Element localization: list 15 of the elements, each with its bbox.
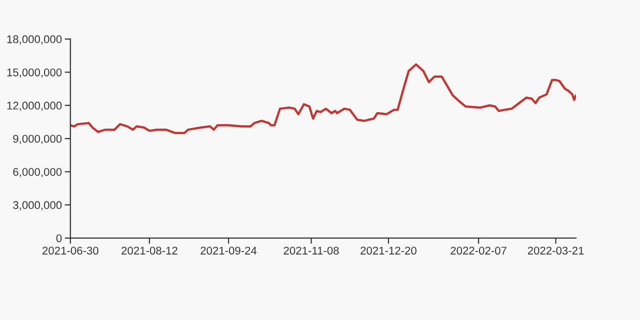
y-tick-label: 0: [56, 234, 62, 242]
x-tick-label: 2021-12-20: [360, 246, 416, 255]
y-tick-label: 12,000,000: [7, 102, 62, 111]
y-tick-label: 3,000,000: [13, 201, 62, 210]
y-tick-label: 18,000,000: [7, 35, 62, 44]
x-tick-label: 2021-08-12: [122, 246, 178, 255]
y-tick-label: 15,000,000: [7, 68, 62, 78]
x-tick-label: 2022-03-21: [528, 246, 584, 255]
y-tick-label: 9,000,000: [13, 134, 62, 144]
y-tick-label: 6,000,000: [13, 168, 62, 178]
x-tick-label: 2022-02-07: [450, 246, 506, 255]
x-tick-label: 2021-06-30: [42, 246, 98, 255]
x-tick-label: 2021-09-24: [200, 246, 257, 255]
line-series: [70, 63, 576, 134]
x-tick-label: 2021-11-08: [284, 246, 339, 255]
